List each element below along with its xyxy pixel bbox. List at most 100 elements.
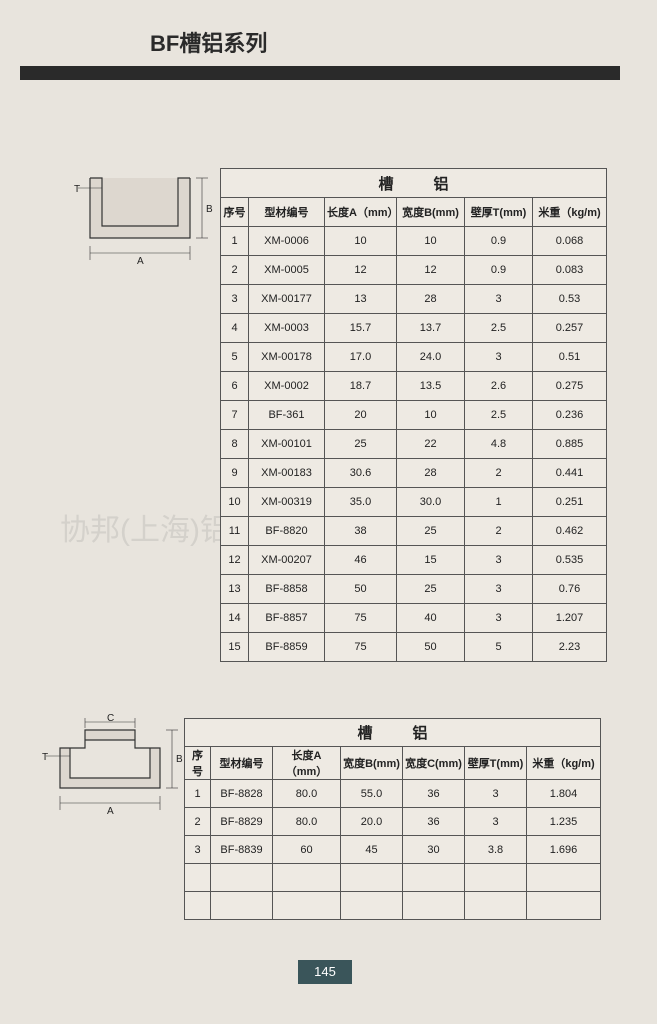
table-row: 3BF-88396045303.81.696 (185, 836, 601, 864)
table-row: 12XM-00207461530.535 (221, 546, 607, 575)
table-cell: 3 (465, 575, 533, 604)
page-title: BF槽铝系列 (150, 26, 267, 58)
table-cell: 55.0 (341, 780, 403, 808)
page-number: 145 (298, 960, 352, 984)
table-cell: BF-8859 (249, 633, 325, 662)
table-cell: 46 (325, 546, 397, 575)
table-cell: 30.0 (397, 488, 465, 517)
table-cell: 38 (325, 517, 397, 546)
table-cell: 10 (325, 227, 397, 256)
table-cell: 25 (325, 430, 397, 459)
table-cell: 3 (221, 285, 249, 314)
table1-col-0: 序号 (221, 198, 249, 227)
table-cell: 3 (465, 808, 527, 836)
table-cell (273, 864, 341, 892)
diagram-1: A B T (70, 168, 210, 263)
table-cell: 13 (221, 575, 249, 604)
table-cell: XM-0002 (249, 372, 325, 401)
table-cell: 1 (185, 780, 211, 808)
table-cell (211, 864, 273, 892)
table-cell (211, 892, 273, 920)
table1-col-4: 壁厚T(mm) (465, 198, 533, 227)
table-cell: 0.885 (533, 430, 607, 459)
diagram-2: A B C T (40, 718, 180, 813)
table-cell: 0.9 (465, 227, 533, 256)
table-cell: 80.0 (273, 780, 341, 808)
table1-col-3: 宽度B(mm) (397, 198, 465, 227)
table-row: 6XM-000218.713.52.60.275 (221, 372, 607, 401)
table-row: 1XM-000610100.90.068 (221, 227, 607, 256)
table-1: 槽铝 序号 型材编号 长度A（mm） 宽度B(mm) 壁厚T(mm) 米重（kg… (220, 168, 607, 662)
table-cell (273, 892, 341, 920)
table-cell: BF-361 (249, 401, 325, 430)
table-row: 11BF-8820382520.462 (221, 517, 607, 546)
table-cell: 36 (403, 808, 465, 836)
table-row: 2XM-000512120.90.083 (221, 256, 607, 285)
table-cell: 30 (403, 836, 465, 864)
table-cell: 0.9 (465, 256, 533, 285)
table-cell: 0.251 (533, 488, 607, 517)
table-cell: 22 (397, 430, 465, 459)
table-cell: 14 (221, 604, 249, 633)
table1-title: 槽铝 (221, 169, 607, 198)
table-cell: 4 (221, 314, 249, 343)
table-cell: 13.7 (397, 314, 465, 343)
table-cell: 0.068 (533, 227, 607, 256)
diagram2-label-a: A (107, 806, 114, 817)
table-cell: BF-8820 (249, 517, 325, 546)
table-cell: 2.23 (533, 633, 607, 662)
table-cell: 2.5 (465, 314, 533, 343)
table-cell: BF-8829 (211, 808, 273, 836)
table2-col-6: 米重（kg/m) (527, 747, 601, 780)
table-cell: 35.0 (325, 488, 397, 517)
table-row: 7BF-36120102.50.236 (221, 401, 607, 430)
table-cell: 13 (325, 285, 397, 314)
table-cell: 15.7 (325, 314, 397, 343)
table-cell: 50 (325, 575, 397, 604)
table-cell: 4.8 (465, 430, 533, 459)
table-cell: 2 (465, 517, 533, 546)
table-row: 1BF-882880.055.03631.804 (185, 780, 601, 808)
table-cell: 3 (465, 604, 533, 633)
table-cell (403, 864, 465, 892)
table-cell: XM-00178 (249, 343, 325, 372)
table-cell: 11 (221, 517, 249, 546)
table-cell: XM-00177 (249, 285, 325, 314)
table-row: 15BF-8859755052.23 (221, 633, 607, 662)
table-cell: 5 (465, 633, 533, 662)
table2-col-1: 型材编号 (211, 747, 273, 780)
table-cell: 2 (465, 459, 533, 488)
table-cell: 3 (185, 836, 211, 864)
table2-header-row: 序号 型材编号 长度A（mm） 宽度B(mm) 宽度C(mm) 壁厚T(mm) … (185, 747, 601, 780)
table-cell: BF-8839 (211, 836, 273, 864)
table-row (185, 864, 601, 892)
table-cell: 5 (221, 343, 249, 372)
table-row: 8XM-0010125224.80.885 (221, 430, 607, 459)
table-cell: XM-00319 (249, 488, 325, 517)
table-cell (341, 864, 403, 892)
table-cell (527, 864, 601, 892)
table-cell: XM-0005 (249, 256, 325, 285)
table-cell: 10 (221, 488, 249, 517)
table-cell: 12 (325, 256, 397, 285)
table-cell: 12 (397, 256, 465, 285)
table-row: 5XM-0017817.024.030.51 (221, 343, 607, 372)
table-cell: 28 (397, 459, 465, 488)
diagram1-label-t: T (74, 184, 80, 195)
table1-col-1: 型材编号 (249, 198, 325, 227)
table1-col-2: 长度A（mm） (325, 198, 397, 227)
table-cell: 17.0 (325, 343, 397, 372)
table-cell: 25 (397, 575, 465, 604)
table-cell: 15 (397, 546, 465, 575)
table-cell: 2.5 (465, 401, 533, 430)
table2-title: 槽铝 (185, 719, 601, 747)
table-cell: 9 (221, 459, 249, 488)
table-cell: 2 (221, 256, 249, 285)
table-cell: 1 (465, 488, 533, 517)
table-cell: 0.236 (533, 401, 607, 430)
table-cell: 13.5 (397, 372, 465, 401)
table-cell (341, 892, 403, 920)
table-cell (185, 864, 211, 892)
table-cell: BF-8857 (249, 604, 325, 633)
diagram2-label-b: B (176, 754, 183, 765)
